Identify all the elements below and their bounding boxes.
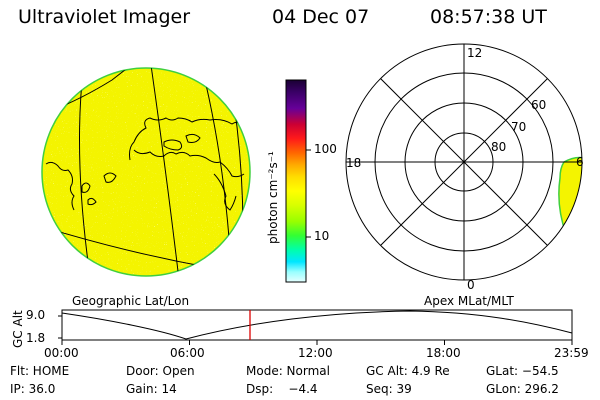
mlat-label-60: 60	[531, 98, 547, 112]
status-door: Door: Open	[126, 364, 195, 378]
date-label: 04 Dec 07	[272, 6, 370, 28]
altitude-xtick-label: 12:00	[298, 346, 333, 360]
page-title: Ultraviolet Imager	[18, 6, 191, 28]
mlt-label-0: 0	[467, 278, 475, 292]
altitude-ylabel: GC Alt	[11, 310, 25, 348]
disk-speckle	[43, 69, 249, 275]
altitude-plot	[58, 309, 573, 345]
colorbar-unit: photon cm⁻²s⁻¹	[266, 151, 280, 244]
image-caption: Geographic Lat/Lon	[72, 294, 190, 308]
polar-aurora-patch	[558, 156, 582, 245]
status-dsp: Dsp: −4.4	[246, 382, 318, 396]
uv-image-disk	[41, 67, 251, 277]
colorbar-tick-label: 10	[314, 229, 330, 243]
altitude-ytick-label: 1.8	[26, 331, 46, 345]
polar-diagonal-2	[380, 78, 548, 246]
altitude-xtick-label: 18:00	[426, 346, 461, 360]
status-flt: Flt: HOME	[10, 364, 70, 378]
altitude-xtick-label: 00:00	[44, 346, 79, 360]
status-gc-alt: GC Alt: 4.9 Re	[366, 364, 450, 378]
altitude-xtick-label: 06:00	[170, 346, 205, 360]
altitude-ytick-label: 9.0	[26, 308, 46, 322]
colorbar	[285, 79, 311, 283]
colorbar-gradient	[285, 79, 307, 283]
polar-grid	[345, 43, 583, 281]
colorbar-tick-label: 100	[314, 142, 337, 156]
mlt-label-12: 12	[467, 46, 483, 60]
mlt-label-18: 18	[346, 156, 362, 170]
status-gain: Gain: 14	[126, 382, 177, 396]
polar-caption: Apex MLat/MLT	[424, 294, 514, 308]
status-seq: Seq: 39	[366, 382, 412, 396]
altitude-frame	[61, 309, 573, 341]
status-mode: Mode: Normal	[246, 364, 330, 378]
mlat-label-80: 80	[491, 140, 507, 154]
status-glat: GLat: −54.5	[486, 364, 559, 378]
status-glon: GLon: 296.2	[486, 382, 559, 396]
status-ip: IP: 36.0	[10, 382, 56, 396]
altitude-xtick-label: 23:59	[554, 346, 589, 360]
mlt-label-6: 6	[576, 155, 584, 169]
altitude-curve	[61, 310, 573, 340]
mlat-label-70: 70	[511, 120, 527, 134]
time-label: 08:57:38 UT	[430, 6, 547, 28]
